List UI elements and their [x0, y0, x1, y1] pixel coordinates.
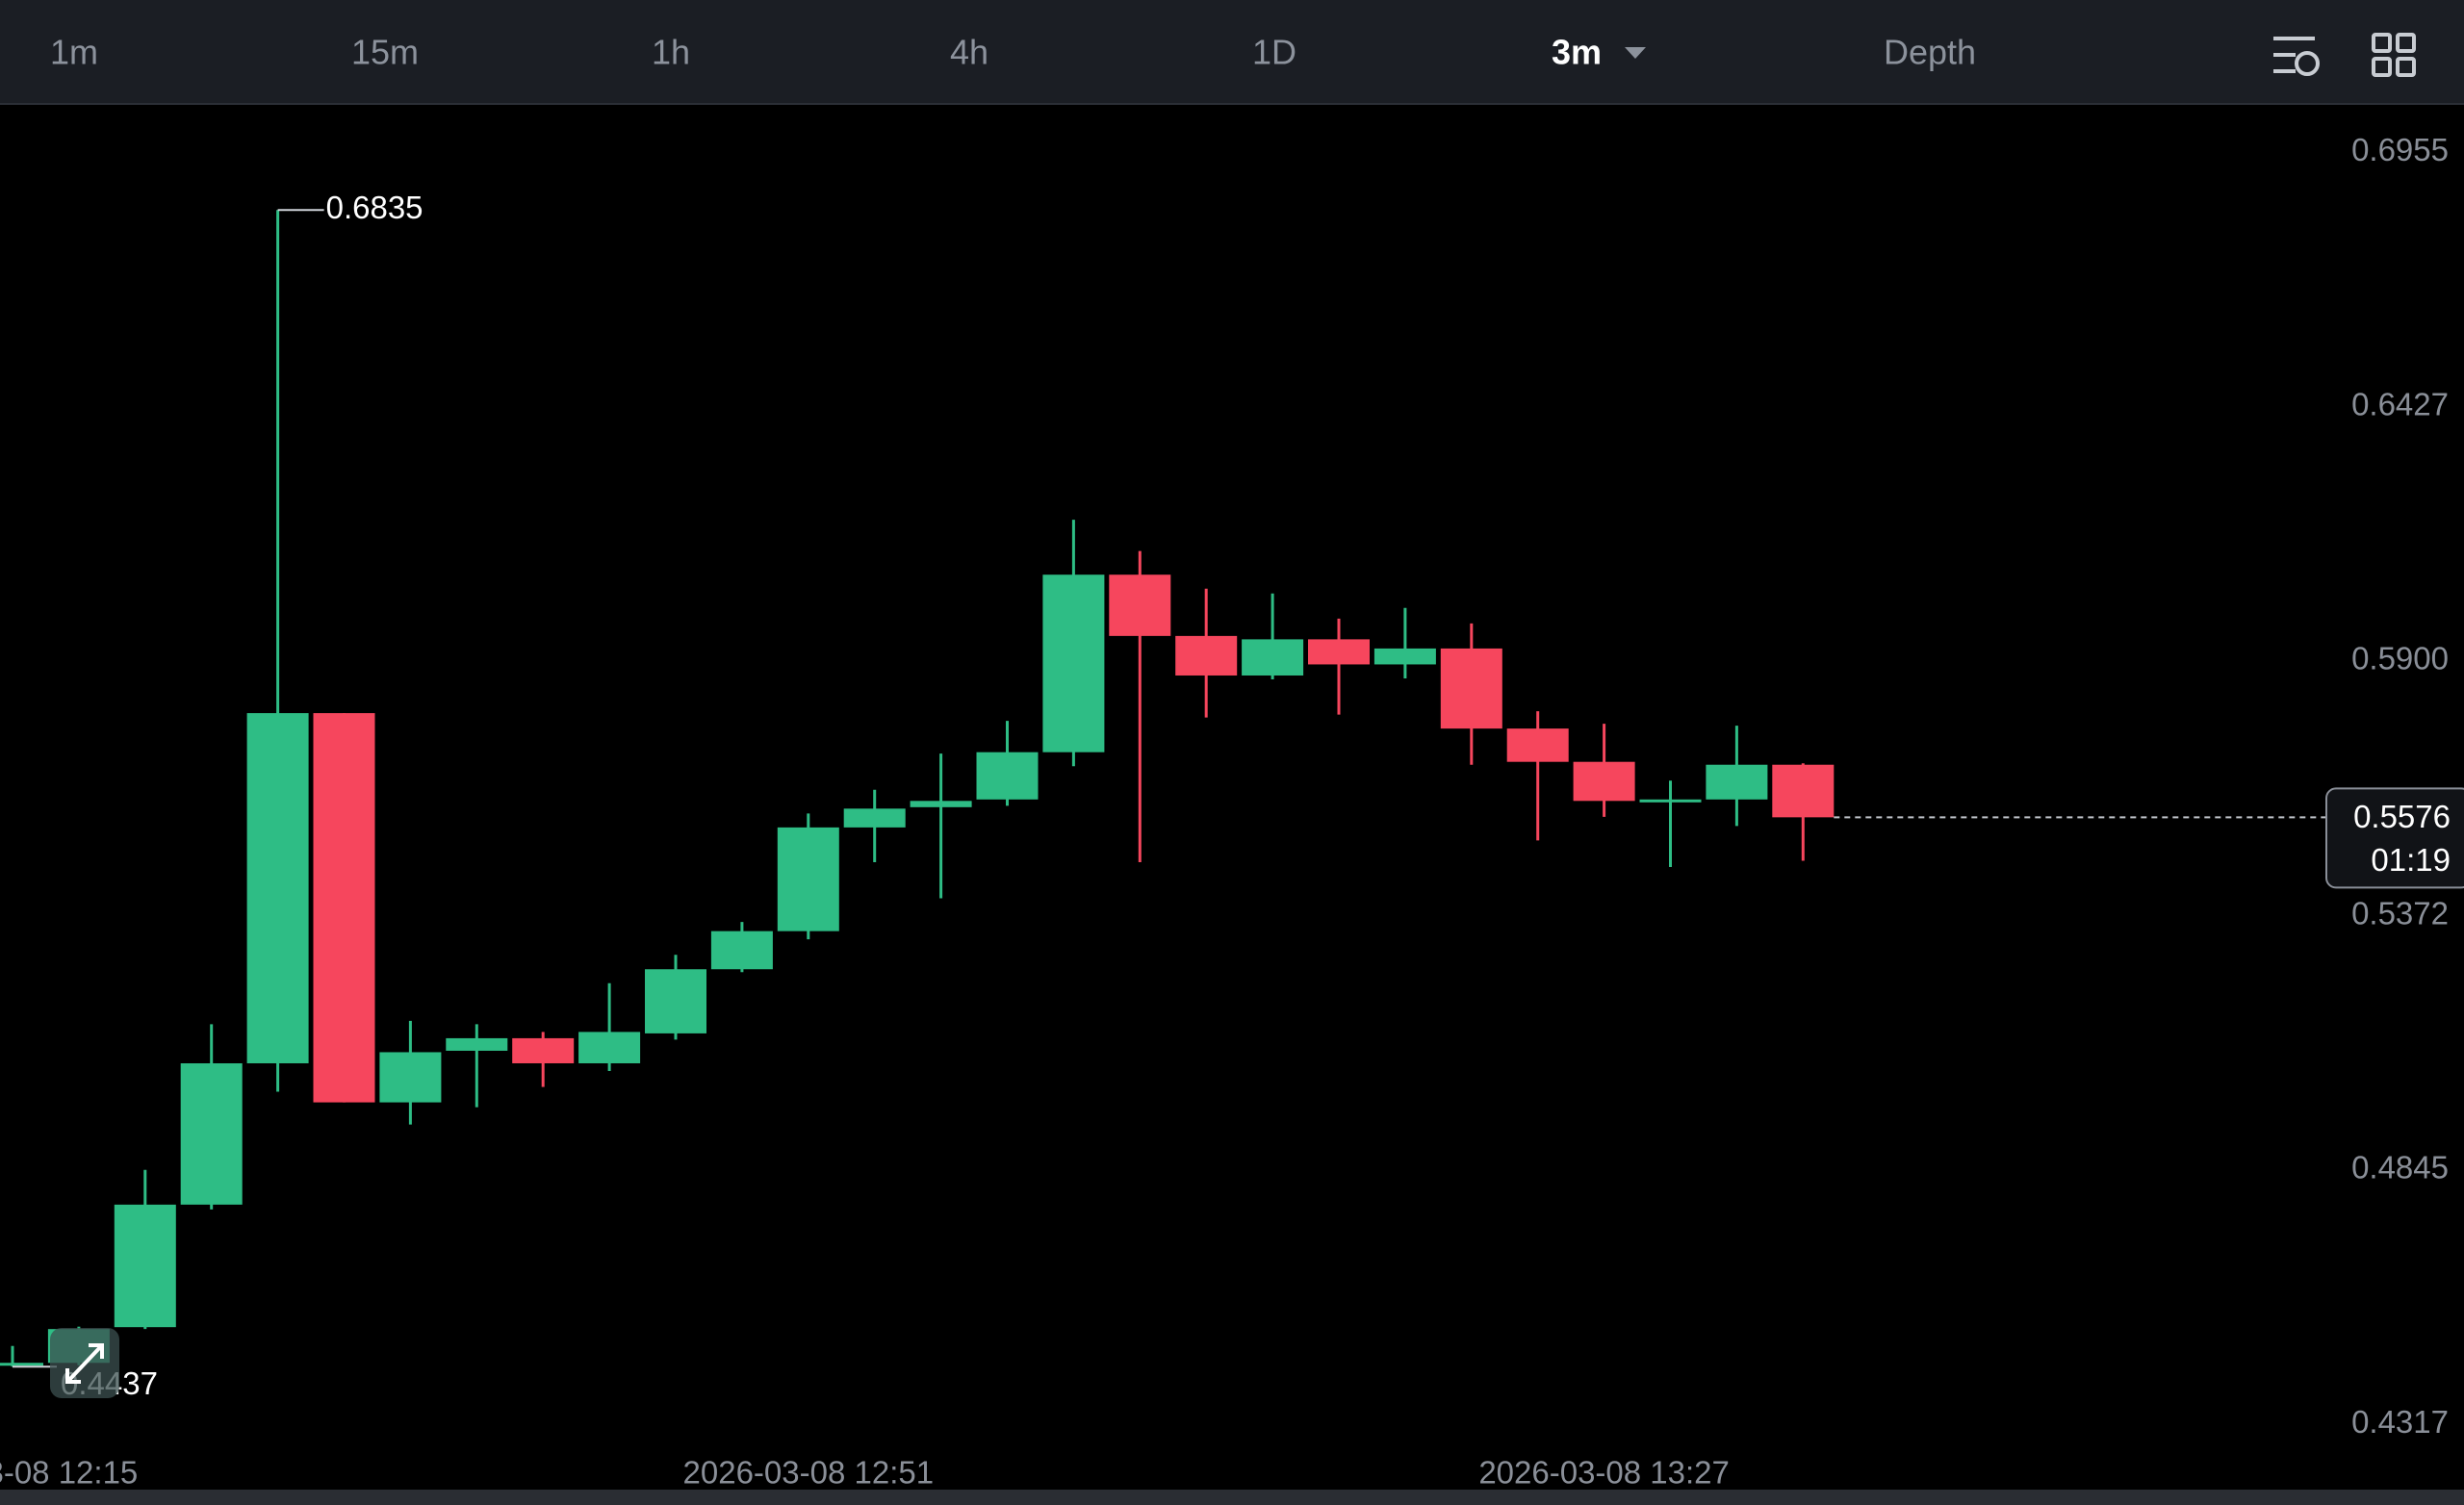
candle-body [313, 713, 375, 1103]
y-tick-label: 0.6427 [2351, 387, 2449, 422]
icon-cell [2372, 33, 2392, 53]
expand-arrows [65, 1343, 104, 1384]
indicator-icon[interactable] [2273, 37, 2320, 76]
candle-body [777, 827, 839, 931]
timeframe-tab[interactable]: Depth [1884, 33, 1976, 72]
y-tick-label: 0.5900 [2351, 641, 2449, 676]
candle-body [180, 1062, 243, 1205]
candle-body [1373, 648, 1436, 665]
toolbar [0, 0, 2464, 104]
layout-icon[interactable] [2372, 33, 2416, 77]
y-tick-label: 0.4845 [2351, 1149, 2449, 1185]
timeframe-tab[interactable]: 1m [50, 33, 98, 72]
candle-body [1706, 764, 1768, 800]
candle-body [1042, 574, 1105, 752]
timeframe-tab[interactable]: 15m [351, 33, 419, 72]
candle-body [1109, 574, 1171, 636]
candle-body [114, 1204, 176, 1328]
candle-body [1506, 728, 1569, 762]
candle-body [1573, 761, 1635, 802]
dropdown-caret [1625, 47, 1646, 59]
x-tick-label: 2026-03-08 13:27 [1478, 1455, 1730, 1491]
candle-body [976, 752, 1039, 800]
bottom-bar [0, 1490, 2464, 1505]
candle-body [512, 1037, 575, 1063]
candle-body [843, 808, 906, 828]
last-price-box [2325, 787, 2464, 889]
icon-cell [2396, 57, 2416, 77]
timeframe-tab[interactable]: 1h [652, 33, 690, 72]
candle-body [246, 713, 309, 1063]
candle-body [1772, 764, 1835, 818]
x-tick-label: 2026-03-08 12:51 [683, 1455, 935, 1491]
timeframe-tab[interactable]: 1D [1252, 33, 1296, 72]
candle-body [446, 1037, 508, 1051]
x-tick-label: 2026-03-08 12:15 [0, 1455, 138, 1491]
candle-body [1175, 635, 1238, 676]
y-tick-label: 0.6955 [2351, 132, 2449, 167]
candle-body [0, 1363, 43, 1366]
icon-gear [2295, 51, 2320, 76]
candle-body [1440, 648, 1502, 729]
y-tick-label: 0.5372 [2351, 895, 2449, 931]
candle-body [379, 1052, 442, 1103]
countdown-label: 01:19 [2371, 842, 2451, 878]
candle-body [910, 801, 972, 807]
candle-body [1242, 639, 1304, 676]
high-label: 0.6835 [326, 190, 424, 225]
candle-body [1639, 799, 1702, 803]
expand-button[interactable] [50, 1328, 119, 1398]
timeframe-tab[interactable]: 4h [950, 33, 988, 72]
timeframe-tab[interactable]: 3m [1552, 33, 1602, 72]
candle-body [710, 931, 773, 970]
candle-body [645, 969, 706, 1033]
last-price-label: 0.5576 [2353, 799, 2451, 834]
icon-cell [2372, 57, 2392, 77]
icon-cell [2396, 33, 2416, 53]
candle-body [578, 1032, 641, 1063]
y-tick-label: 0.4317 [2351, 1404, 2449, 1440]
candle-body [1308, 639, 1370, 665]
